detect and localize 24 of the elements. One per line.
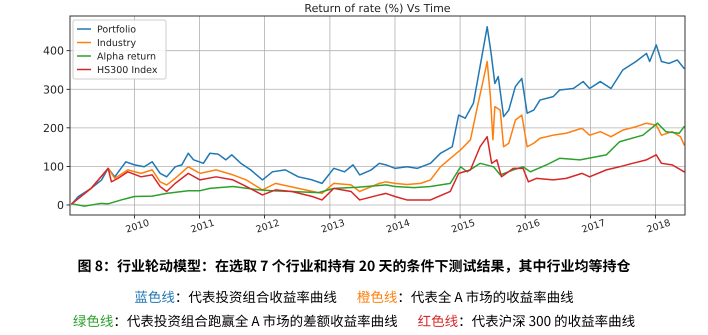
x-tick-label: 2011 <box>190 218 216 236</box>
y-tick-label: 300 <box>43 83 64 96</box>
legend-label: HS300 Index <box>97 65 158 76</box>
y-tick-label: 400 <box>43 44 64 58</box>
legend-label: Alpha return <box>97 52 156 62</box>
caption: 图 8：行业轮动模型：在选取 7 个行业和持有 20 天的条件下测试结果，其中行业均等持仓 <box>78 256 630 276</box>
legend-label: Industry <box>97 38 136 49</box>
x-tick-label: 2016 <box>515 218 542 236</box>
chart-title: Return of rate (%) Vs Time <box>304 2 451 15</box>
x-tick-label: 2018 <box>646 218 672 236</box>
x-tick-label: 2017 <box>580 218 607 236</box>
legend-label: Portfolio <box>97 24 136 36</box>
text: 蓝色线：代表投资组合收益率曲线 <box>134 286 337 306</box>
x-tick-label: 2010 <box>124 218 151 236</box>
y-tick-label: 100 <box>43 160 64 174</box>
y-tick-label: 200 <box>43 122 64 135</box>
text: 红色线：代表沪深 300 的收益率曲线 <box>418 310 636 330</box>
text: 绿色线：代表投资组合跑赢全 A 市场的差额收益率曲线 <box>72 310 398 330</box>
text: 橙色线：代表全 A 市场的收益率曲线 <box>356 286 574 306</box>
x-tick-label: 2013 <box>320 218 346 236</box>
x-tick-label: 2014 <box>385 218 412 236</box>
x-tick-label: 2015 <box>450 218 477 236</box>
x-tick-label: 2012 <box>254 218 282 236</box>
y-tick-label: 0 <box>57 198 64 212</box>
